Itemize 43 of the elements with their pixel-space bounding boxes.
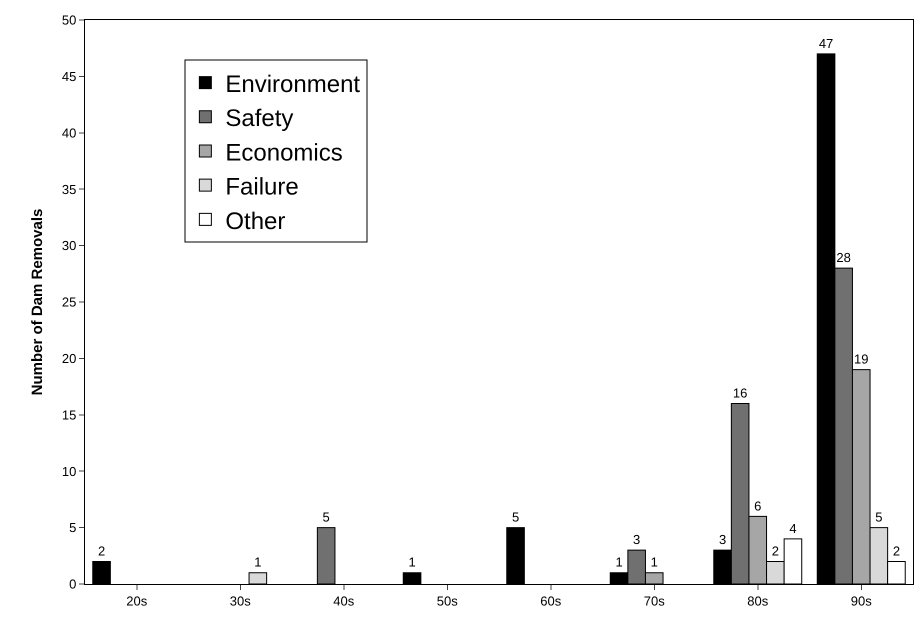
data-label: 2: [772, 543, 779, 558]
y-tick-label: 40: [62, 125, 76, 140]
data-label: 47: [818, 36, 834, 51]
y-tick-label: 45: [62, 68, 76, 84]
x-tick-label: 40s: [333, 594, 355, 609]
legend-label: Failure: [225, 174, 299, 201]
y-tick-label: 20: [62, 350, 76, 366]
x-tick-label: 50s: [436, 594, 458, 609]
y-tick-label: 0: [69, 576, 76, 592]
y-tick-label: 5: [69, 520, 76, 536]
x-tick-label: 30s: [230, 594, 252, 609]
legend-label: Other: [225, 208, 286, 235]
x-tick-label: 90s: [850, 594, 872, 609]
x-tick-label: 70s: [644, 594, 666, 609]
x-tick-label: 20s: [126, 594, 148, 609]
y-tick-label: 10: [62, 464, 76, 479]
data-label: 1: [650, 554, 658, 570]
data-label: 5: [875, 510, 882, 525]
y-tick-label: 35: [62, 182, 76, 197]
data-label: 5: [512, 510, 520, 525]
data-label: 6: [754, 498, 762, 514]
data-label: 1: [408, 554, 416, 570]
data-label: 3: [718, 532, 726, 548]
y-tick-label: 25: [62, 294, 76, 310]
legend-label: Environment: [225, 70, 360, 98]
data-label: 3: [633, 532, 640, 548]
legend-label: Economics: [225, 139, 343, 166]
x-tick-label: 80s: [747, 594, 769, 609]
data-label: 1: [615, 554, 623, 570]
data-label: 5: [322, 510, 330, 525]
data-label: 28: [836, 250, 851, 266]
data-label: 1: [254, 554, 262, 570]
data-label: 4: [789, 520, 797, 536]
data-label: 16: [732, 386, 748, 401]
x-tick-label: 60s: [540, 594, 562, 609]
data-label: 2: [98, 543, 106, 558]
y-tick-label: 30: [62, 238, 76, 254]
y-tick-label: 50: [62, 12, 76, 28]
data-label: 19: [854, 352, 868, 367]
y-tick-label: 15: [62, 407, 76, 422]
data-label: 2: [892, 543, 900, 558]
y-axis-title: Number of Dam Removals: [29, 208, 46, 396]
legend-label: Safety: [225, 105, 294, 132]
